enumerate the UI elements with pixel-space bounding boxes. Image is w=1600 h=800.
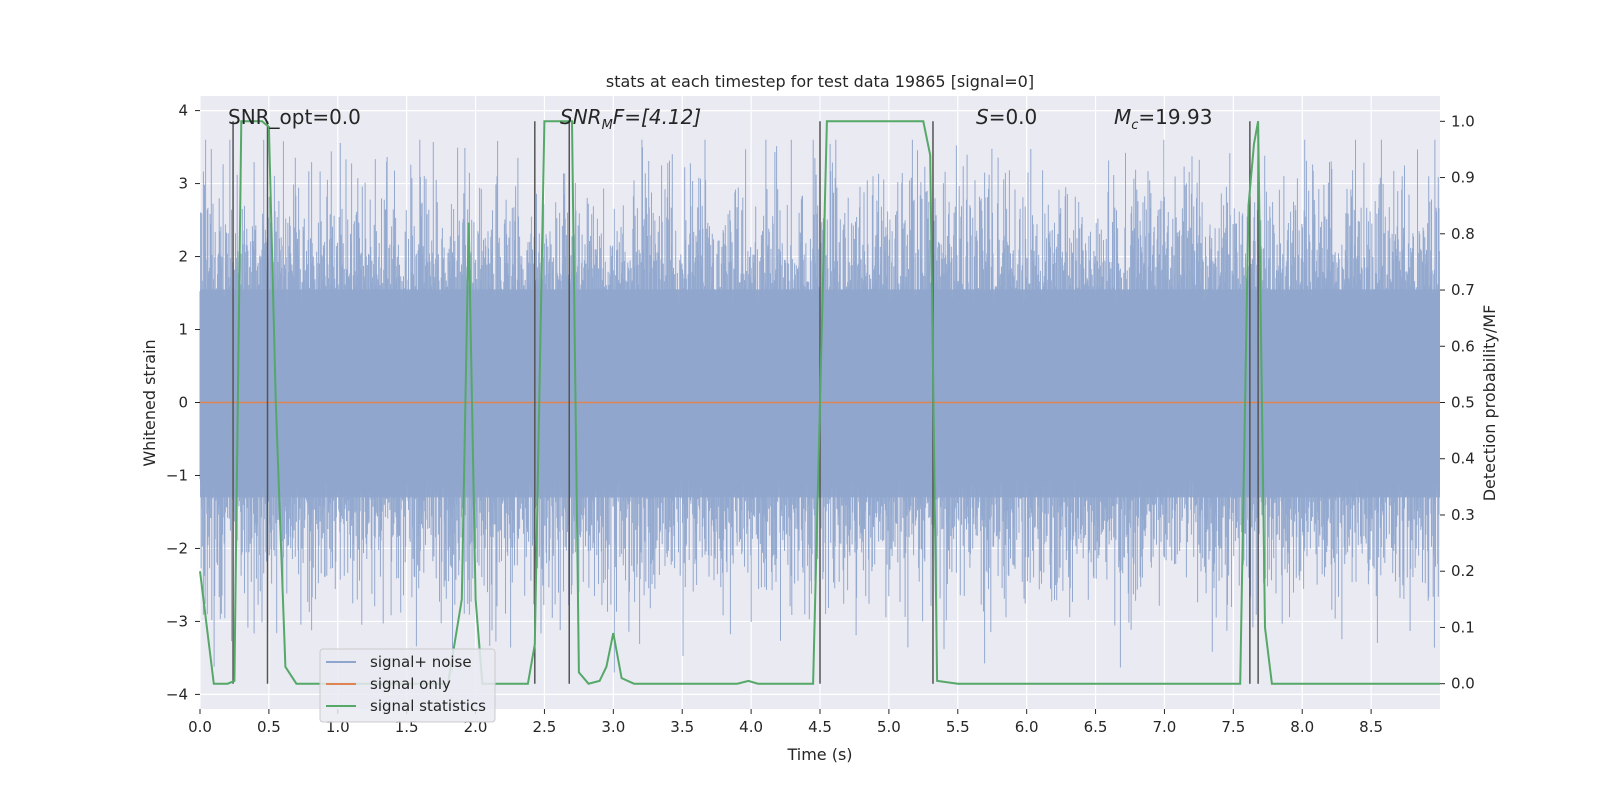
y2-tick-label: 0.3	[1451, 506, 1475, 524]
annotation-snr-mf: SNRMF=[4.12]	[560, 105, 701, 133]
y2-tick-label: 0.7	[1451, 281, 1475, 299]
y-tick-label: −2	[166, 539, 188, 557]
y-tick-label: 1	[178, 321, 188, 339]
y2-tick-label: 0.5	[1451, 394, 1475, 412]
annotation-s: S=0.0	[976, 105, 1037, 129]
annotation-s-main: S	[976, 105, 989, 129]
y-tick-label: −1	[166, 466, 188, 484]
y-tick-label: −3	[166, 612, 188, 630]
x-tick-label: 7.0	[1153, 718, 1177, 736]
x-tick-label: 4.0	[739, 718, 763, 736]
annotations: SNR_opt=0.0 SNRMF=[4.12] S=0.0 Mc=19.93	[228, 105, 1212, 133]
legend-label-signal-noise: signal+ noise	[370, 653, 472, 671]
x-tick-label: 8.5	[1359, 718, 1383, 736]
y2-tick-label: 1.0	[1451, 112, 1475, 130]
chart-title: stats at each timestep for test data 198…	[606, 72, 1034, 91]
y-tick-label: −4	[166, 685, 188, 703]
marker-lines	[199, 120, 1440, 685]
x-tick-label: 6.5	[1084, 718, 1108, 736]
signal-statistics-line	[199, 120, 1440, 685]
x-tick-label: 5.5	[946, 718, 970, 736]
legend-box	[319, 648, 496, 723]
annotation-mc-rest: =19.93	[1138, 105, 1212, 129]
annotation-s-rest: =0.0	[989, 105, 1038, 129]
x-axis-label: Time (s)	[786, 745, 852, 764]
y2-tick-label: 0.2	[1451, 562, 1475, 580]
x-tick-label: 0.0	[188, 718, 212, 736]
annotation-snr-mf-rest: F=[4.12]	[613, 105, 701, 129]
annotation-mc-sub: c	[1131, 118, 1138, 133]
annotation-snr-mf-main: SNR	[560, 105, 602, 129]
legend-label-signal-statistics: signal statistics	[370, 697, 486, 715]
y2-axis-label: Detection probability/MF	[1480, 305, 1499, 502]
x-tick-label: 4.5	[808, 718, 832, 736]
legend: signal+ noise signal only signal statist…	[319, 648, 496, 723]
x-tick-label: 8.0	[1290, 718, 1314, 736]
x-tick-label: 5.0	[877, 718, 901, 736]
y-axis-label: Whitened strain	[140, 339, 159, 466]
y2-tick-label: 0.9	[1451, 169, 1475, 187]
axes: 0.0 0.5 1.0 1.5 2.0 2.5 3.0 3.5 4.0 4.5 5.0 5.5 6.0 6…	[166, 102, 1475, 736]
x-tick-label: 3.5	[670, 718, 694, 736]
y2-tick-label: 0.0	[1451, 675, 1475, 693]
y2-tick-label: 0.8	[1451, 225, 1475, 243]
y2-tick-label: 0.4	[1451, 450, 1475, 468]
y-tick-label: 4	[178, 102, 188, 120]
x-tick-label: 2.5	[533, 718, 557, 736]
x-tick-label: 6.0	[1015, 718, 1039, 736]
x-tick-label: 3.0	[601, 718, 625, 736]
y2-tick-label: 0.1	[1451, 618, 1475, 636]
legend-label-signal-only: signal only	[370, 675, 451, 693]
annotation-snr-mf-sub: M	[602, 118, 613, 133]
y2-tick-label: 0.6	[1451, 337, 1475, 355]
annotation-snr-opt: SNR_opt=0.0	[228, 105, 361, 129]
y-tick-label: 2	[178, 248, 188, 266]
annotation-mc-main: M	[1114, 105, 1131, 129]
annotation-mc: Mc=19.93	[1114, 105, 1212, 133]
x-tick-label: 0.5	[257, 718, 281, 736]
x-tick-label: 7.5	[1221, 718, 1245, 736]
y-tick-label: 0	[178, 394, 188, 412]
y-tick-label: 3	[178, 175, 188, 193]
